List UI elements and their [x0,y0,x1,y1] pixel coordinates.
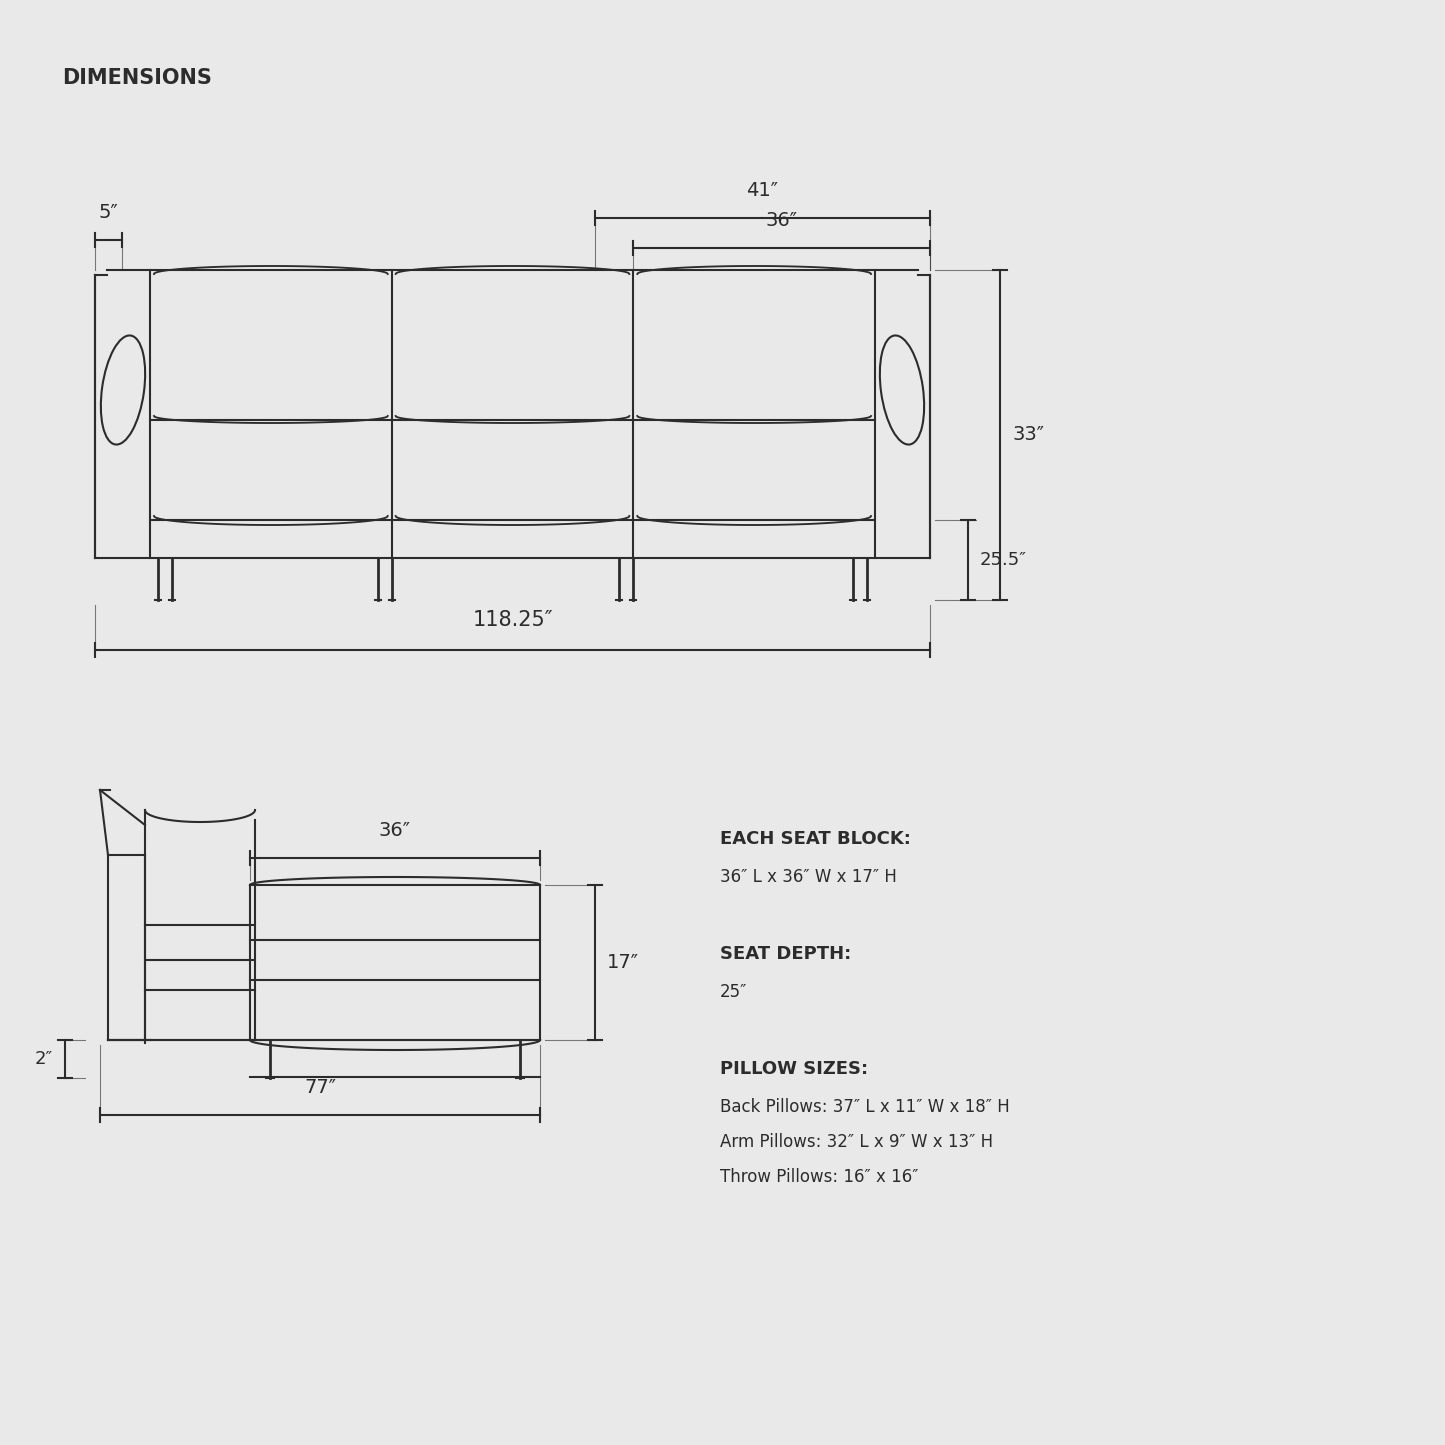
Text: DIMENSIONS: DIMENSIONS [62,68,212,88]
Text: 118.25″: 118.25″ [473,610,553,630]
Text: Throw Pillows: 16″ x 16″: Throw Pillows: 16″ x 16″ [720,1168,919,1186]
Text: SEAT DEPTH:: SEAT DEPTH: [720,945,851,962]
Text: 5″: 5″ [98,202,118,223]
Text: 33″: 33″ [1011,425,1043,445]
Text: 2″: 2″ [35,1051,53,1068]
Text: 25.5″: 25.5″ [980,551,1027,569]
Text: 36″ L x 36″ W x 17″ H: 36″ L x 36″ W x 17″ H [720,868,897,886]
Text: 17″: 17″ [607,954,639,972]
Text: 41″: 41″ [747,181,779,199]
Text: 36″: 36″ [379,821,410,840]
Text: EACH SEAT BLOCK:: EACH SEAT BLOCK: [720,829,910,848]
Text: 25″: 25″ [720,983,747,1001]
Text: Back Pillows: 37″ L x 11″ W x 18″ H: Back Pillows: 37″ L x 11″ W x 18″ H [720,1098,1010,1116]
Text: 77″: 77″ [303,1078,337,1097]
Text: Arm Pillows: 32″ L x 9″ W x 13″ H: Arm Pillows: 32″ L x 9″ W x 13″ H [720,1133,993,1152]
Text: 36″: 36″ [766,211,798,230]
Text: PILLOW SIZES:: PILLOW SIZES: [720,1061,868,1078]
